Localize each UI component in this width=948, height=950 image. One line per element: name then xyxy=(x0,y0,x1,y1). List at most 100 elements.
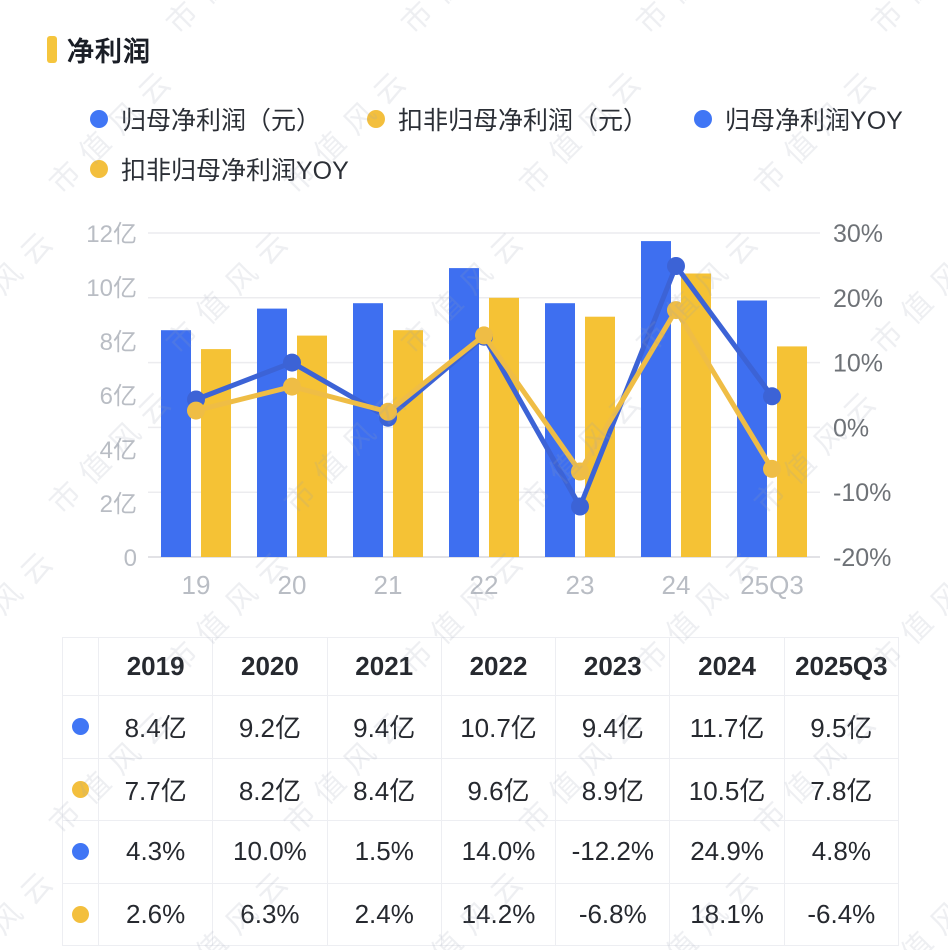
legend-label: 扣非归母净利润（元） xyxy=(398,107,649,135)
right-axis-tick-label: -20% xyxy=(833,544,891,572)
yoy-point-koufei-20[interactable] xyxy=(283,377,301,396)
legend-dot-icon xyxy=(90,110,108,128)
profit-data-table: 2019 2020 2021 2022 2023 2024 2025Q3 8.4亿 9.2亿 9.… xyxy=(62,637,899,946)
table-corner-cell xyxy=(63,638,99,696)
x-axis-label: 24 xyxy=(662,570,691,600)
yoy-point-guimu-24[interactable] xyxy=(667,257,685,275)
table-cell-row0: 9.2亿 xyxy=(213,696,328,759)
table-cell-row3: 2.6% xyxy=(99,883,214,946)
bar-koufei-24[interactable] xyxy=(681,273,711,558)
bar-guimu-22[interactable] xyxy=(449,268,479,557)
legend-label: 归母净利润YOY xyxy=(725,107,903,135)
bar-guimu-25Q3[interactable] xyxy=(737,300,767,558)
table-cell-row3: -6.4% xyxy=(784,883,899,946)
bar-guimu-19[interactable] xyxy=(161,330,191,557)
page-title: 净利润 xyxy=(67,37,151,67)
table-cell-row2: 4.8% xyxy=(784,821,899,884)
title-accent-bar-icon xyxy=(47,36,57,63)
watermark-text: 市值风云 xyxy=(624,0,774,42)
table-header-cell: 2024 xyxy=(670,638,785,696)
legend-label: 扣非归母净利润YOY xyxy=(121,157,349,185)
right-axis-tick-label: 10% xyxy=(833,350,883,378)
legend-item-0[interactable]: 归母净利润（元） xyxy=(90,102,321,136)
table-cell-row2: 24.9% xyxy=(670,821,785,884)
x-axis-label: 23 xyxy=(566,570,595,600)
table-cell-row1: 9.6亿 xyxy=(441,758,557,821)
x-axis-label: 25Q3 xyxy=(740,570,804,600)
legend-dot-icon xyxy=(90,160,108,178)
table-series-dot-cell xyxy=(63,696,99,759)
x-axis-label: 19 xyxy=(182,570,211,600)
table-cell-row1: 7.7亿 xyxy=(99,758,214,821)
series-dot-icon xyxy=(72,843,89,861)
yoy-point-koufei-25Q3[interactable] xyxy=(763,459,781,478)
table-cell-row0: 10.7亿 xyxy=(441,696,557,759)
yoy-point-guimu-25Q3[interactable] xyxy=(763,387,781,406)
table-header-cell: 2022 xyxy=(441,638,557,696)
bar-koufei-25Q3[interactable] xyxy=(777,346,807,557)
section-title-row: 净利润 xyxy=(47,30,151,69)
table-cell-row0: 9.4亿 xyxy=(327,696,442,759)
yoy-point-koufei-24[interactable] xyxy=(667,301,685,320)
table-series-dot-cell xyxy=(63,883,99,946)
table-cell-row1: 8.4亿 xyxy=(327,758,442,821)
combo-chart: 30% 20% 10% 0% -10% -20% 12亿 10亿 8亿 6亿 4亿 2亿 0 19 20 21… xyxy=(0,205,948,615)
watermark-text: 市值风云 xyxy=(389,0,539,42)
legend-label: 归母净利润（元） xyxy=(121,107,322,135)
table-cell-row1: 10.5亿 xyxy=(670,758,785,821)
table-cell-row3: 14.2% xyxy=(441,883,557,946)
watermark-text: 市值风云 xyxy=(154,0,304,42)
right-axis-tick-label: -10% xyxy=(833,479,891,507)
bar-koufei-22[interactable] xyxy=(489,297,519,557)
left-axis-tick-label: 0 xyxy=(124,545,137,572)
left-axis-tick-label: 12亿 xyxy=(86,221,137,248)
left-axis-tick-label: 8亿 xyxy=(100,329,137,356)
legend-dot-icon xyxy=(694,110,713,128)
table-cell-row0: 11.7亿 xyxy=(670,696,785,759)
table-cell-row3: 6.3% xyxy=(213,883,328,946)
table-cell-row1: 8.9亿 xyxy=(556,758,671,821)
table-cell-row0: 8.4亿 xyxy=(99,696,214,759)
table-cell-row1: 7.8亿 xyxy=(784,758,899,821)
bar-guimu-20[interactable] xyxy=(257,308,287,557)
table-cell-row2: 14.0% xyxy=(441,821,557,884)
series-dot-icon xyxy=(72,905,89,923)
legend-item-3[interactable]: 扣非归母净利润YOY xyxy=(90,152,349,186)
yoy-point-guimu-23[interactable] xyxy=(571,497,589,516)
watermark-text: 市值风云 xyxy=(859,0,948,42)
left-axis-tick-label: 10亿 xyxy=(86,275,137,302)
x-axis-label: 21 xyxy=(374,570,403,600)
bar-koufei-19[interactable] xyxy=(201,349,231,557)
bar-koufei-21[interactable] xyxy=(393,330,423,557)
yoy-point-guimu-20[interactable] xyxy=(283,353,301,372)
left-axis-tick-label: 2亿 xyxy=(100,491,137,518)
bar-guimu-21[interactable] xyxy=(353,303,383,557)
combo-chart-svg: 30% 20% 10% 0% -10% -20% 12亿 10亿 8亿 6亿 4亿 2亿 0 19 20 21… xyxy=(86,220,891,600)
x-axis-label: 20 xyxy=(278,570,307,600)
yoy-point-koufei-21[interactable] xyxy=(379,402,397,421)
right-axis-tick-label: 20% xyxy=(833,285,883,313)
table-cell-row2: 1.5% xyxy=(327,821,442,884)
left-axis-tick-label: 4亿 xyxy=(100,437,137,464)
right-axis-tick-label: 30% xyxy=(833,220,883,248)
right-axis-tick-label: 0% xyxy=(833,414,869,442)
table-header-cell: 2019 xyxy=(99,638,214,696)
table-cell-row2: 4.3% xyxy=(99,821,214,884)
chart-legend: 归母净利润（元） 扣非归母净利润（元） 归母净利润YOY 扣非归母净利润YOY xyxy=(90,102,948,186)
table-cell-row2: -12.2% xyxy=(556,821,671,884)
legend-item-2[interactable]: 归母净利润YOY xyxy=(694,102,903,136)
series-dot-icon xyxy=(72,780,89,798)
table-cell-row0: 9.5亿 xyxy=(784,696,899,759)
yoy-point-koufei-23[interactable] xyxy=(571,462,589,481)
table-header-cell: 2020 xyxy=(213,638,328,696)
yoy-point-koufei-22[interactable] xyxy=(475,326,493,345)
legend-item-1[interactable]: 扣非归母净利润（元） xyxy=(367,102,648,136)
table-cell-row0: 9.4亿 xyxy=(556,696,671,759)
table-header-cell: 2023 xyxy=(556,638,671,696)
yoy-point-koufei-19[interactable] xyxy=(187,401,205,420)
table-series-dot-cell xyxy=(63,821,99,884)
table-cell-row2: 10.0% xyxy=(213,821,328,884)
left-axis-tick-label: 6亿 xyxy=(100,383,137,410)
watermark-text: 市值风云 xyxy=(0,858,68,950)
